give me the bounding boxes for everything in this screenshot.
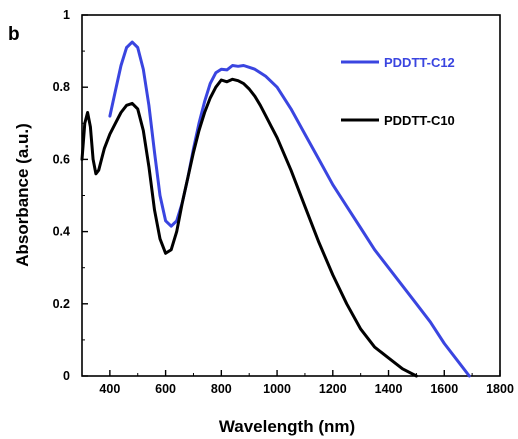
x-tick-label: 600 [155,382,176,396]
y-axis-label: Absorbance (a.u.) [13,123,32,267]
legend-label-2: PDDTT-C10 [384,113,455,128]
x-tick-label: 1200 [319,382,347,396]
x-tick-label: 1800 [486,382,514,396]
x-tick-label: 800 [211,382,232,396]
x-tick-label: 1000 [263,382,291,396]
series-layer [80,40,471,378]
x-tick-label: 1400 [375,382,403,396]
y-tick-label: 1 [63,8,70,22]
legend: PDDTT-C12 PDDTT-C10 [341,55,455,128]
series-line-2 [80,77,418,378]
x-tick-label: 1600 [430,382,458,396]
y-tick-label: 0.8 [53,80,70,94]
y-tick-label: 0.6 [53,152,70,166]
series-line-1 [108,40,471,378]
x-tick-label: 400 [99,382,120,396]
panel-label: b [8,24,20,45]
y-tick-label: 0.2 [53,297,70,311]
legend-label-1: PDDTT-C12 [384,55,455,70]
y-tick-label: 0.4 [53,225,70,239]
x-axis-label: Wavelength (nm) [219,417,355,436]
y-tick-label: 0 [63,369,70,383]
ticks-layer: 400 600 800 1000 1200 1400 1600 1800 0 0.2 0.4 0.6 0… [53,8,514,396]
